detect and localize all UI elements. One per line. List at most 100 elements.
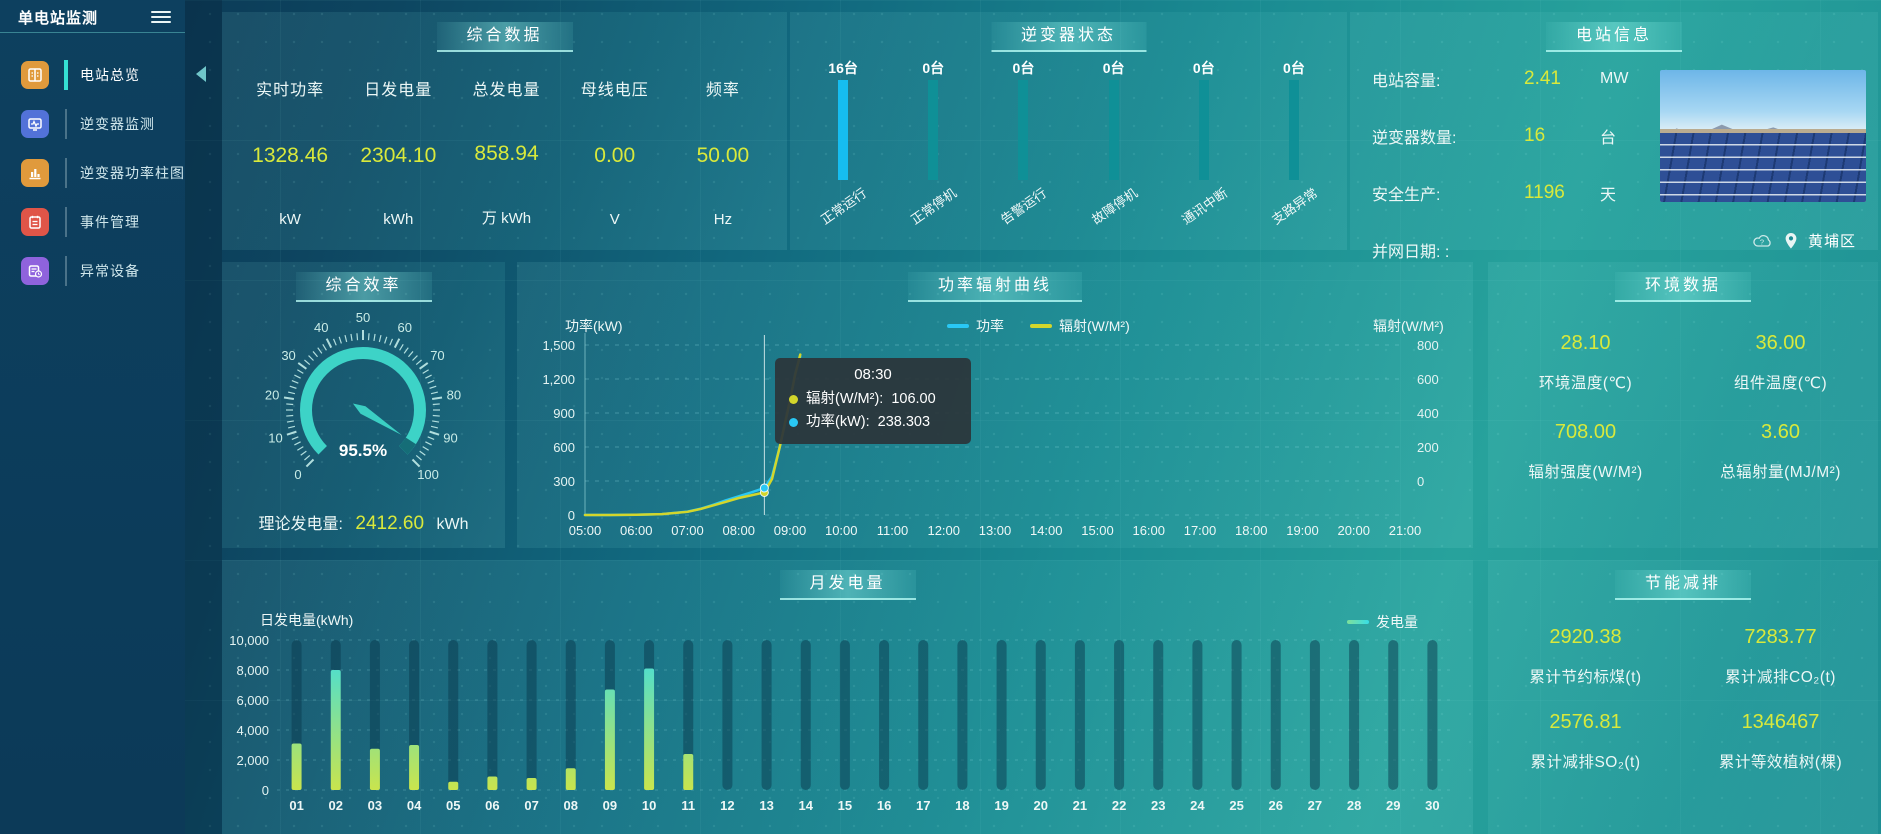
svg-text:15:00: 15:00 [1081,523,1114,538]
svg-text:13:00: 13:00 [979,523,1012,538]
svg-text:40: 40 [314,320,328,335]
svg-text:12:00: 12:00 [927,523,960,538]
metric-total-energy: 总发电量 858.94 万 kWh [472,82,541,227]
svg-text:17:00: 17:00 [1184,523,1217,538]
panel-savings: 节能减排 2920.38 累计节约标煤(t) 7283.77 累计减排CO₂(t… [1488,560,1878,834]
status-label: 通讯中断 [1178,185,1230,228]
svg-text:07:00: 07:00 [671,523,704,538]
status-label: 告警运行 [998,185,1050,228]
svg-text:02: 02 [329,798,343,813]
sidebar-collapse-arrow[interactable] [196,66,206,82]
svg-text:900: 900 [553,406,575,421]
status-bar-column [1288,80,1299,180]
env-irradiance: 708.00 辐射强度(W/M²) [1528,421,1643,481]
panel-title: 环境数据 [1614,272,1752,302]
status-bar-3: 0台 故障停机 [1069,58,1159,246]
panel-monthly-generation: 月发电量 日发电量(kWh) 发电量 10,000 8,000 6,000 4,000… [222,560,1473,834]
svg-text:09:00: 09:00 [774,523,807,538]
curve-legend: 功率 辐射(W/M²) [947,316,1130,336]
item-separator [65,158,67,188]
svg-text:60: 60 [398,320,412,335]
svg-text:24: 24 [1190,798,1205,813]
svg-text:11:00: 11:00 [877,523,909,538]
panel-efficiency: 综合效率 0 10 20 30 40 50 60 70 80 90 100 95.5% 理论发电量: … [222,262,505,548]
menu-toggle-icon[interactable] [151,8,171,24]
item-separator [65,256,67,286]
svg-text:18: 18 [955,798,969,813]
inverter-power-bars-icon [21,159,49,187]
metric-daily-energy: 日发电量 2304.10 kWh [360,82,437,228]
panel-inverter-status: 逆变器状态 16台 正常运行 0台 正常停机 0台 告警运行 0台 故障停机 0台 通讯中断 0台支… [790,12,1347,250]
gauge-value: 95.5% [339,441,387,460]
svg-text:14: 14 [799,798,814,813]
generation-swatch [1347,620,1369,624]
saving-co2: 7283.77 累计减排CO₂(t) [1725,626,1836,686]
summary-metrics: 实时功率 1328.46 kW 日发电量 2304.10 kWh 总发电量 85… [236,64,777,236]
svg-text:10:00: 10:00 [825,523,858,538]
metric-realtime-power: 实时功率 1328.46 kW [252,82,329,228]
panel-power-radiation-curve: 功率辐射曲线 功率(kW) 功率 辐射(W/M²) 辐射(W/M²) 1,500… [517,262,1473,548]
sidebar-item-label: 异常设备 [80,263,140,279]
svg-text:30: 30 [281,348,295,363]
svg-text:05: 05 [446,798,460,813]
svg-text:0: 0 [294,467,301,482]
status-bar-column [1018,80,1029,180]
monthly-generation-chart[interactable]: 10,000 8,000 6,000 4,000 2,000 0 01 02 03 04 05 06 0… [222,560,1473,834]
svg-text:17: 17 [916,798,930,813]
svg-text:21:00: 21:00 [1389,523,1422,538]
status-bar-column [1108,80,1119,180]
environment-grid: 28.10 环境温度(℃) 36.00 组件温度(℃) 708.00 辐射强度(… [1488,332,1878,482]
legend-item-generation[interactable]: 发电量 [1347,612,1418,632]
svg-text:06:00: 06:00 [620,523,653,538]
svg-text:30: 30 [1425,798,1439,813]
svg-text:6,000: 6,000 [236,693,269,708]
svg-text:22: 22 [1112,798,1126,813]
abnormal-device-icon [21,257,49,285]
status-label: 故障停机 [1088,185,1140,228]
status-bar-1: 0台 正常停机 [888,58,978,246]
station-info-rows: 电站容量: 2.41 MW 逆变器数量: 16 台 安全生产: 1196 天 并… [1372,58,1664,286]
sidebar-item-inverter-monitor[interactable]: 逆变器监测 [0,109,185,139]
svg-text:08:00: 08:00 [722,523,755,538]
panel-title: 电站信息 [1545,22,1683,52]
legend-item-power[interactable]: 功率 [947,316,1004,336]
status-count: 0台 [1192,60,1215,76]
env-ambient-temp: 28.10 环境温度(℃) [1538,332,1633,392]
sidebar-item-inverter-power-bars[interactable]: 逆变器功率柱图 [0,158,185,188]
app-title: 单电站监测 [18,10,99,27]
info-row-safe-production: 安全生产: 1196 天 [1372,182,1617,204]
panel-station-info: 电站信息 电站容量: 2.41 MW 逆变器数量: 16 台 安全生产: 119… [1350,12,1878,261]
status-bar-0: 16台 正常运行 [798,58,888,246]
info-row-grid-date: 并网日期: : [1372,244,1450,261]
tooltip-row-power: 功率(kW): 238.303 [789,411,957,434]
svg-text:100: 100 [417,467,439,482]
svg-text:1,500: 1,500 [542,338,575,353]
svg-text:200: 200 [1417,440,1439,455]
sidebar-item-abnormal-device[interactable]: 异常设备 [0,256,185,286]
location-pin-icon[interactable] [1784,232,1798,250]
district-label: 黄埔区 [1807,233,1856,250]
power-swatch [947,324,969,328]
status-bar-column [838,80,849,180]
sidebar-item-label: 逆变器监测 [80,116,155,132]
panel-title: 功率辐射曲线 [907,272,1083,302]
svg-text:1,200: 1,200 [542,372,575,387]
saving-coal: 2920.38 累计节约标煤(t) [1529,626,1642,686]
savings-grid: 2920.38 累计节约标煤(t) 7283.77 累计减排CO₂(t) 257… [1488,626,1878,772]
left-axis-title: 功率(kW) [565,318,623,334]
status-count: 0台 [1012,60,1035,76]
svg-text:600: 600 [553,440,575,455]
item-separator [65,207,67,237]
status-count: 0台 [922,60,945,76]
radiation-dot-icon [789,395,798,404]
svg-text:14:00: 14:00 [1030,523,1063,538]
info-row-inverter-count: 逆变器数量: 16 台 [1372,125,1617,147]
status-count: 16台 [828,60,858,76]
sidebar-item-event-management[interactable]: 事件管理 [0,207,185,237]
legend-item-radiation[interactable]: 辐射(W/M²) [1030,316,1130,336]
metric-frequency: 频率 50.00 Hz [696,82,750,228]
svg-text:20:00: 20:00 [1337,523,1370,538]
sidebar-item-station-overview[interactable]: 电站总览 [0,60,185,90]
tooltip-row-radiation: 辐射(W/M²): 106.00 [789,388,957,411]
